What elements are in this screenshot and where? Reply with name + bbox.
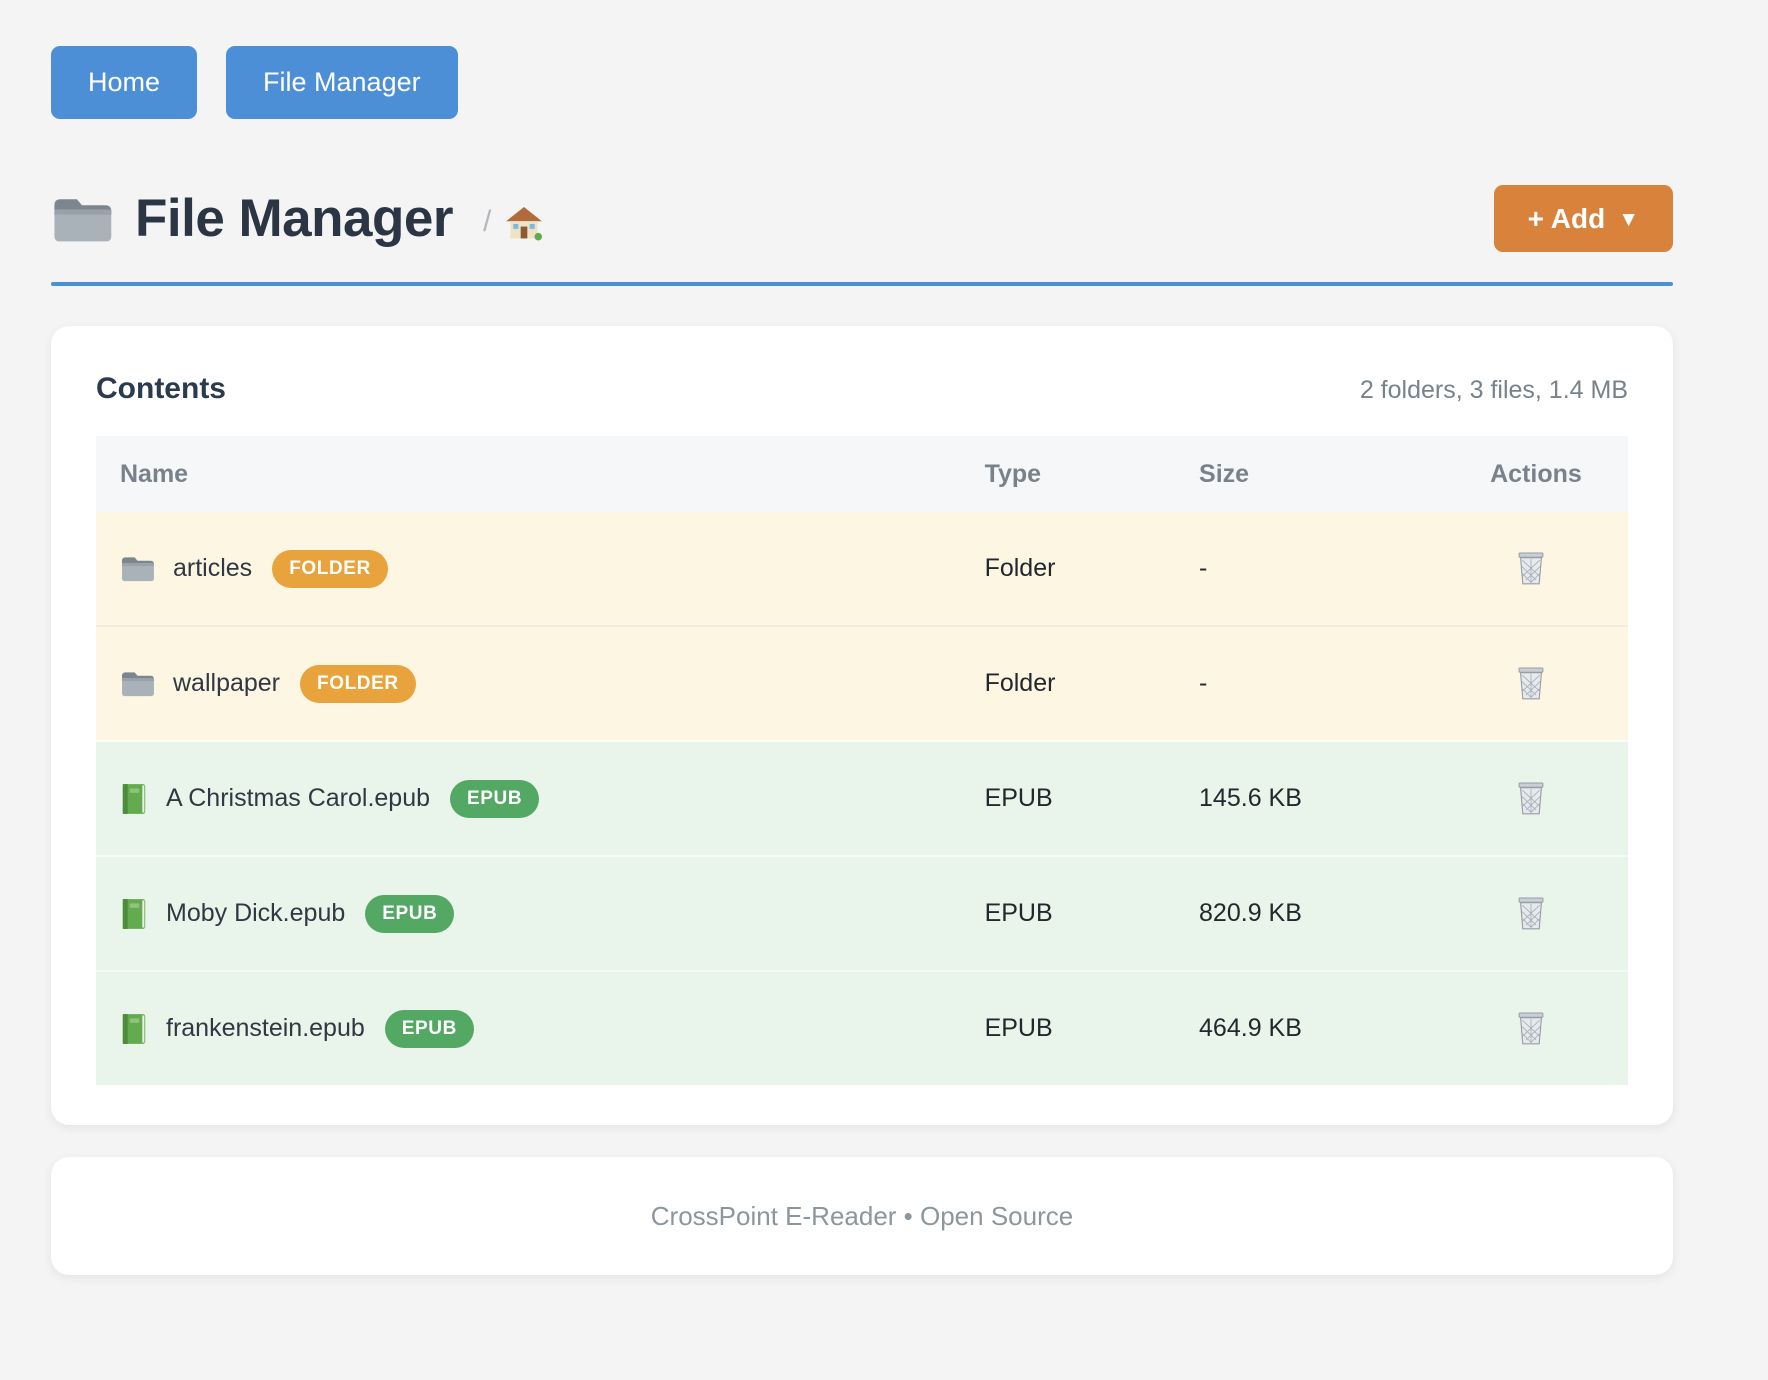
footer: CrossPoint E-Reader • Open Source <box>51 1157 1673 1275</box>
table-row[interactable]: wallpaper FOLDER Folder - <box>96 625 1628 741</box>
page-header: File Manager / + Add ▼ <box>51 185 1673 252</box>
book-icon <box>120 783 148 815</box>
file-manager-page: Home File Manager File Manager / + Add ▼… <box>51 0 1673 1275</box>
file-name-cell[interactable]: wallpaper FOLDER <box>96 627 985 740</box>
book-icon <box>120 898 148 930</box>
page-title-group: File Manager / <box>51 188 543 249</box>
file-name-cell[interactable]: articles FOLDER <box>96 512 985 625</box>
file-name[interactable]: frankenstein.epub <box>166 1014 365 1042</box>
contents-heading: Contents <box>96 372 226 405</box>
file-name-cell[interactable]: Moby Dick.epub EPUB <box>96 857 985 970</box>
file-type: Folder <box>984 512 1200 626</box>
file-name[interactable]: wallpaper <box>173 669 281 697</box>
delete-button[interactable] <box>1516 664 1546 703</box>
column-header-size[interactable]: Size <box>1199 436 1491 512</box>
add-button[interactable]: + Add ▼ <box>1493 185 1673 252</box>
add-button-label: + Add <box>1527 202 1606 234</box>
file-type-badge: EPUB <box>450 779 540 818</box>
footer-text: CrossPoint E-Reader • Open Source <box>650 1200 1074 1231</box>
column-header-type[interactable]: Type <box>984 436 1200 512</box>
file-size: - <box>1199 512 1491 626</box>
trash-icon <box>1516 894 1546 930</box>
file-type-badge: EPUB <box>384 1009 474 1048</box>
table-row[interactable]: articles FOLDER Folder - <box>96 512 1628 626</box>
trash-icon <box>1516 549 1546 585</box>
file-name-cell[interactable]: A Christmas Carol.epub EPUB <box>96 742 985 855</box>
file-table: Name Type Size Actions articles FOLDER F… <box>96 436 1628 1085</box>
contents-card-header: Contents 2 folders, 3 files, 1.4 MB <box>96 372 1628 406</box>
folder-icon <box>51 193 113 245</box>
title-underline <box>51 282 1673 286</box>
delete-button[interactable] <box>1516 894 1546 933</box>
book-icon <box>120 1013 148 1045</box>
table-row[interactable]: A Christmas Carol.epub EPUB EPUB 145.6 K… <box>96 740 1628 856</box>
column-header-actions: Actions <box>1490 436 1628 512</box>
file-type: EPUB <box>984 855 1200 971</box>
delete-button[interactable] <box>1516 549 1546 588</box>
trash-icon <box>1516 664 1546 700</box>
folder-icon <box>120 669 155 698</box>
file-type-badge: FOLDER <box>272 549 388 588</box>
folder-icon <box>120 554 155 583</box>
file-size: - <box>1199 625 1491 741</box>
file-name[interactable]: Moby Dick.epub <box>166 899 346 927</box>
file-table-body: articles FOLDER Folder - wallpaper FOLDE… <box>96 512 1628 1085</box>
trash-icon <box>1516 779 1546 815</box>
table-row[interactable]: frankenstein.epub EPUB EPUB 464.9 KB <box>96 970 1628 1085</box>
trash-icon <box>1516 1009 1546 1045</box>
nav-file-manager-button[interactable]: File Manager <box>226 46 458 119</box>
file-type: EPUB <box>984 740 1200 856</box>
delete-button[interactable] <box>1516 779 1546 818</box>
contents-summary: 2 folders, 3 files, 1.4 MB <box>1359 376 1628 404</box>
column-header-name[interactable]: Name <box>96 436 985 512</box>
file-type: EPUB <box>984 970 1200 1085</box>
file-type-badge: FOLDER <box>300 664 416 703</box>
file-name[interactable]: A Christmas Carol.epub <box>166 784 431 812</box>
file-type-badge: EPUB <box>365 894 455 933</box>
file-name[interactable]: articles <box>173 554 253 582</box>
contents-card: Contents 2 folders, 3 files, 1.4 MB Name… <box>51 326 1673 1125</box>
breadcrumb-separator: / <box>482 204 492 238</box>
nav-home-button[interactable]: Home <box>51 46 198 119</box>
top-nav: Home File Manager <box>51 0 1673 119</box>
page-title: File Manager <box>135 189 453 248</box>
file-type: Folder <box>984 625 1200 741</box>
table-row[interactable]: Moby Dick.epub EPUB EPUB 820.9 KB <box>96 855 1628 971</box>
file-size: 464.9 KB <box>1199 970 1491 1085</box>
delete-button[interactable] <box>1516 1009 1546 1048</box>
file-name-cell[interactable]: frankenstein.epub EPUB <box>96 972 985 1085</box>
chevron-down-icon: ▼ <box>1618 207 1639 231</box>
home-icon[interactable] <box>505 205 543 241</box>
file-size: 820.9 KB <box>1199 855 1491 971</box>
table-header-row: Name Type Size Actions <box>96 436 1628 512</box>
file-size: 145.6 KB <box>1199 740 1491 856</box>
